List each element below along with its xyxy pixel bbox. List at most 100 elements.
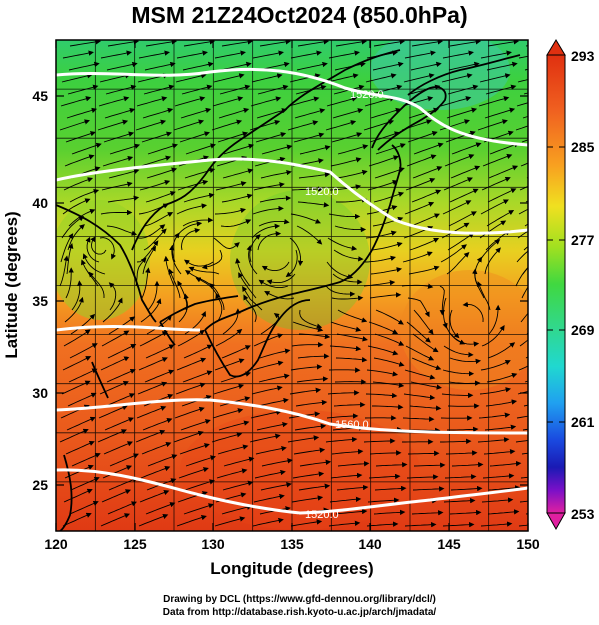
streamline <box>439 119 470 131</box>
streamline <box>442 50 474 59</box>
streamline <box>65 131 96 143</box>
streamline <box>485 399 518 407</box>
streamline <box>293 447 326 455</box>
streamline <box>480 521 513 527</box>
streamline <box>363 438 396 444</box>
streamline <box>373 191 405 203</box>
streamline <box>485 84 517 95</box>
streamline <box>69 188 100 203</box>
streamline <box>296 61 328 71</box>
streamline <box>294 423 327 431</box>
streamline <box>70 313 96 335</box>
streamline <box>462 301 484 323</box>
streamline <box>143 84 175 95</box>
streamline <box>147 280 160 311</box>
streamline <box>176 203 208 215</box>
streamline <box>442 200 472 215</box>
streamline <box>256 108 288 119</box>
streamline <box>140 155 172 167</box>
colorbar-label: 269 <box>571 322 595 338</box>
streamline <box>98 96 130 107</box>
streamline <box>101 489 132 503</box>
streamline <box>214 358 245 371</box>
credits: Drawing by DCL (https://www.gfd-dennou.o… <box>0 593 599 619</box>
streamline <box>180 419 211 431</box>
streamline <box>439 285 445 316</box>
streamline <box>216 468 248 479</box>
streamline <box>292 471 325 479</box>
streamline <box>261 144 293 155</box>
streamline <box>260 482 292 491</box>
streamline <box>105 393 135 407</box>
colorbar: 293 285 277 269 261 253 <box>546 39 595 531</box>
streamline <box>410 61 442 71</box>
contour-label: 1520.0 <box>350 89 384 101</box>
streamline <box>336 197 368 203</box>
y-axis-title: Latitude (degrees) <box>2 211 21 358</box>
streamline <box>446 107 478 119</box>
x-tick-label: 140 <box>358 536 382 552</box>
streamline <box>185 455 216 467</box>
streamline <box>402 96 434 107</box>
streamline <box>109 143 141 155</box>
streamline <box>222 168 254 179</box>
streamline <box>222 308 241 335</box>
colorbar-bottom-arrow <box>546 512 566 531</box>
streamline <box>71 280 83 311</box>
streamline <box>254 469 286 479</box>
streamline <box>375 143 406 155</box>
streamline <box>406 474 439 480</box>
streamline <box>448 211 477 227</box>
streamline <box>409 405 442 411</box>
streamline <box>479 73 511 83</box>
contour-label: 1520.0 <box>305 186 339 198</box>
streamline <box>413 142 444 155</box>
streamline <box>288 96 320 107</box>
streamline <box>173 430 204 443</box>
streamline <box>291 342 324 348</box>
streamline <box>336 169 368 179</box>
streamline <box>447 426 479 433</box>
streamline <box>223 456 255 467</box>
streamline <box>519 500 528 503</box>
streamline <box>337 461 370 467</box>
streamline <box>482 473 515 479</box>
streamline <box>518 208 528 215</box>
streamline <box>294 108 326 119</box>
streamline <box>405 178 436 191</box>
streamline <box>144 212 174 227</box>
streamline <box>519 185 528 191</box>
streamline <box>481 176 511 191</box>
streamline <box>487 40 520 47</box>
streamline <box>90 236 107 255</box>
streamline <box>327 73 359 83</box>
streamline <box>413 309 434 335</box>
streamline <box>404 201 435 215</box>
streamline <box>251 73 283 83</box>
x-axis: 120 125 130 135 140 145 150 Longitude (d… <box>44 40 540 578</box>
contour-label: 1560.0 <box>335 419 369 431</box>
streamline <box>102 465 133 479</box>
streamline <box>69 343 98 359</box>
streamline <box>109 453 139 467</box>
streamline <box>221 345 251 359</box>
streamline <box>368 155 399 167</box>
streamline <box>448 380 481 386</box>
streamline <box>257 84 289 95</box>
streamline <box>137 381 168 395</box>
streamline <box>218 420 250 431</box>
streamline <box>489 142 520 155</box>
streamline <box>520 162 528 167</box>
streamline <box>215 328 243 347</box>
streamline <box>477 119 508 131</box>
streamline <box>335 357 368 363</box>
streamline <box>516 250 528 263</box>
streamline <box>334 61 366 71</box>
streamline <box>251 385 283 395</box>
streamline <box>108 477 138 491</box>
streamline <box>335 40 368 47</box>
streamline <box>255 445 287 455</box>
streamline <box>68 61 100 71</box>
streamline <box>489 460 522 467</box>
streamline <box>290 519 323 527</box>
